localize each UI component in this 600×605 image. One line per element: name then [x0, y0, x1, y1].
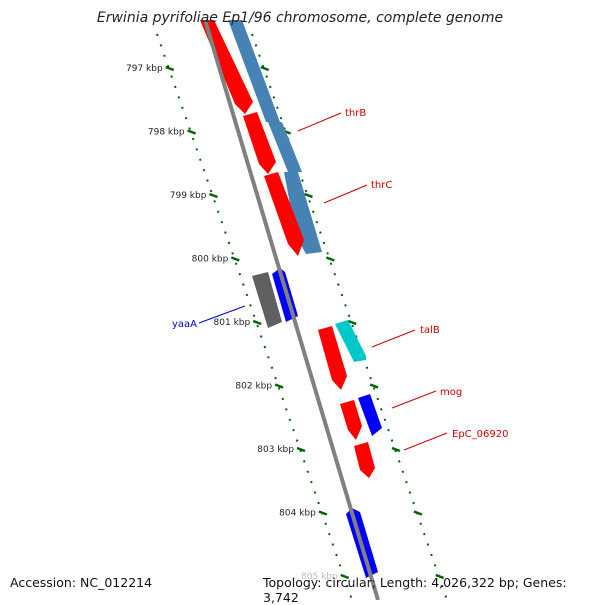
feature-forward-5[interactable] [340, 400, 362, 440]
scale-label: 797 kbp [126, 64, 163, 74]
feature-forward-4[interactable] [318, 326, 347, 390]
major-tick [325, 256, 335, 262]
scale-label: 805 kbp [301, 572, 338, 582]
gene-labels: thrB thrC yaaA talB mog EpC_06920 [172, 108, 508, 440]
gene-label-lines [198, 112, 448, 451]
genome-title: Erwinia pyrifoliae Ep1/96 chromosome, co… [96, 10, 504, 26]
major-tick [187, 129, 197, 135]
scale-label: 801 kbp [214, 318, 251, 328]
gene-label-thrb[interactable]: thrB [345, 108, 366, 119]
feature-other-1[interactable] [335, 320, 366, 362]
scale-label: 804 kbp [279, 509, 316, 519]
genome-summary-text: Topology: circular; Length: 4,026,322 bp… [263, 575, 567, 605]
major-tick [252, 319, 262, 326]
major-tick [318, 510, 328, 516]
major-tick [369, 383, 379, 389]
feature-rna-2[interactable] [358, 394, 382, 436]
gene-label-thrc[interactable]: thrC [371, 180, 392, 191]
major-tick [230, 256, 240, 262]
feature-reverse-1[interactable] [228, 20, 280, 122]
scale-label: 800 kbp [192, 255, 229, 265]
gene-label-yaaa[interactable]: yaaA [172, 319, 197, 330]
backbone [203, 19, 380, 601]
scale-label: 802 kbp [235, 382, 272, 392]
major-tick [274, 383, 284, 389]
feature-pseudo-1[interactable] [252, 272, 282, 328]
major-tick [340, 573, 350, 580]
major-tick [435, 573, 445, 580]
gene-label-epc-06920[interactable]: EpC_06920 [452, 429, 508, 440]
left-tick-track [156, 33, 353, 601]
scale-label: 799 kbp [170, 191, 207, 201]
scale-label: 798 kbp [148, 128, 185, 138]
gene-label-talb[interactable]: talB [420, 325, 440, 336]
feature-forward-2[interactable] [243, 112, 276, 174]
major-tick [165, 65, 175, 72]
major-tick [391, 446, 401, 453]
major-tick [347, 319, 357, 326]
major-tick [304, 192, 313, 199]
major-tick [296, 446, 306, 453]
feature-reverse-3[interactable] [284, 172, 322, 254]
scale-ticks: 797 kbp 798 kbp 799 kbp 800 kbp 801 kbp 802 k… [126, 64, 445, 582]
accession-text: Accession: NC_012214 [10, 575, 153, 590]
gene-label-mog[interactable]: mog [440, 387, 462, 398]
major-tick [209, 192, 218, 199]
feature-forward-6[interactable] [354, 442, 375, 478]
major-tick [413, 510, 423, 516]
feature-forward-3[interactable] [264, 172, 304, 256]
scale-label: 803 kbp [257, 445, 294, 455]
major-tick [260, 65, 270, 72]
feature-reverse-2[interactable] [268, 122, 302, 172]
